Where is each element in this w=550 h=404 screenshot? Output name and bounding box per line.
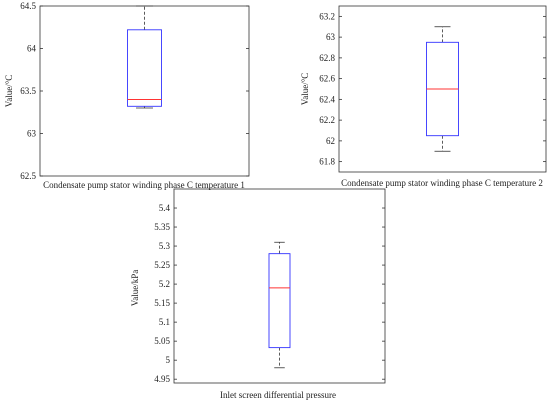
boxplot-3 — [268, 241, 291, 369]
chart-panel-2: 61.8 62 62.2 62.4 62.6 62.8 63 63.2 Value/°C Co… — [300, 5, 547, 188]
box-iqr — [268, 253, 291, 349]
y-tick-label: 64 — [27, 44, 37, 54]
y-tick-label: 62.4 — [319, 94, 335, 104]
box-iqr — [127, 29, 162, 107]
y-tick-label: 4.95 — [154, 374, 170, 384]
y-axis-label-1: Value/°C — [4, 75, 14, 108]
y-tick-label: 62.8 — [319, 53, 335, 63]
y-tick-label: 62.6 — [319, 74, 335, 84]
y-tick-label: 63 — [27, 129, 37, 139]
plot-frame-2 — [338, 5, 547, 173]
x-axis-label-2: Condensate pump stator winding phase C t… — [341, 178, 543, 188]
y-tick-label: 63.2 — [319, 11, 335, 21]
y-tick-label: 5.25 — [154, 260, 170, 270]
y-ticks-3: 4.95 5 5.05 5.1 5.15 5.2 5.25 5.3 5.35 5.4 — [154, 203, 385, 384]
y-tick-label: 62.2 — [319, 115, 335, 125]
chart-panel-3: 4.95 5 5.05 5.1 5.15 5.2 5.25 5.3 5.35 5.4 Value/… — [130, 188, 386, 400]
y-tick-label: 63 — [326, 32, 336, 42]
y-tick-label: 62.5 — [20, 171, 36, 181]
boxplot-1 — [127, 5, 162, 109]
y-tick-label: 5.4 — [159, 203, 171, 213]
y-tick-label: 5.15 — [154, 298, 170, 308]
boxplot-2 — [426, 26, 459, 152]
plot-frame-1 — [39, 5, 250, 177]
y-tick-label: 62 — [326, 136, 335, 146]
y-tick-label: 5 — [166, 355, 171, 365]
y-ticks-2: 61.8 62 62.2 62.4 62.6 62.8 63 63.2 — [319, 11, 546, 167]
y-tick-label: 5.3 — [159, 241, 171, 251]
x-axis-label-1: Condensate pump stator winding phase C t… — [43, 180, 245, 190]
y-ticks-1: 62.5 63 63.5 64 64.5 — [20, 1, 249, 181]
y-tick-label: 5.35 — [154, 222, 170, 232]
y-tick-label: 61.8 — [319, 157, 335, 167]
y-tick-label: 63.5 — [20, 86, 36, 96]
y-tick-label: 5.1 — [159, 317, 170, 327]
y-tick-label: 64.5 — [20, 1, 36, 11]
x-axis-label-3: Inlet screen differential pressure — [220, 390, 336, 400]
y-tick-label: 5.2 — [159, 279, 170, 289]
y-tick-label: 5.05 — [154, 336, 170, 346]
chart-panel-1: 62.5 63 63.5 64 64.5 Value/°C Condensate pum… — [4, 1, 250, 190]
plot-frame-3 — [173, 188, 386, 384]
y-axis-label-3: Value/kPa — [130, 270, 140, 307]
y-axis-label-2: Value/°C — [300, 73, 310, 106]
